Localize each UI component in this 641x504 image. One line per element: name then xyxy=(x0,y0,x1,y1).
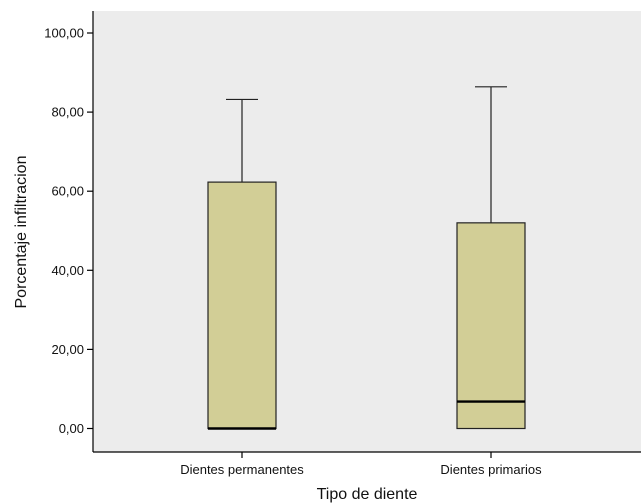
y-tick-label: 20,00 xyxy=(51,342,84,357)
box-1 xyxy=(207,98,277,430)
y-tick-label: 40,00 xyxy=(51,263,84,278)
box-2 xyxy=(456,86,526,430)
x-axis-title: Tipo de diente xyxy=(317,486,418,503)
box-iqr xyxy=(207,181,277,430)
plot-area xyxy=(93,11,641,452)
y-tick-label: 60,00 xyxy=(51,184,84,199)
x-tick-label: Dientes permanentes xyxy=(180,462,304,477)
y-tick-label: 0,00 xyxy=(59,421,84,436)
x-axis: Dientes permanentes Dientes primarios xyxy=(93,451,641,477)
y-tick-label: 80,00 xyxy=(51,105,84,120)
y-tick-label: 100,00 xyxy=(44,26,84,41)
y-axis: 0,00 20,00 40,00 60,00 80,00 100,00 xyxy=(44,11,94,452)
box-iqr xyxy=(456,222,526,430)
y-axis-title: Porcentaje infiltracion xyxy=(13,156,30,309)
x-tick-label: Dientes primarios xyxy=(440,462,542,477)
boxes-group xyxy=(207,86,526,430)
